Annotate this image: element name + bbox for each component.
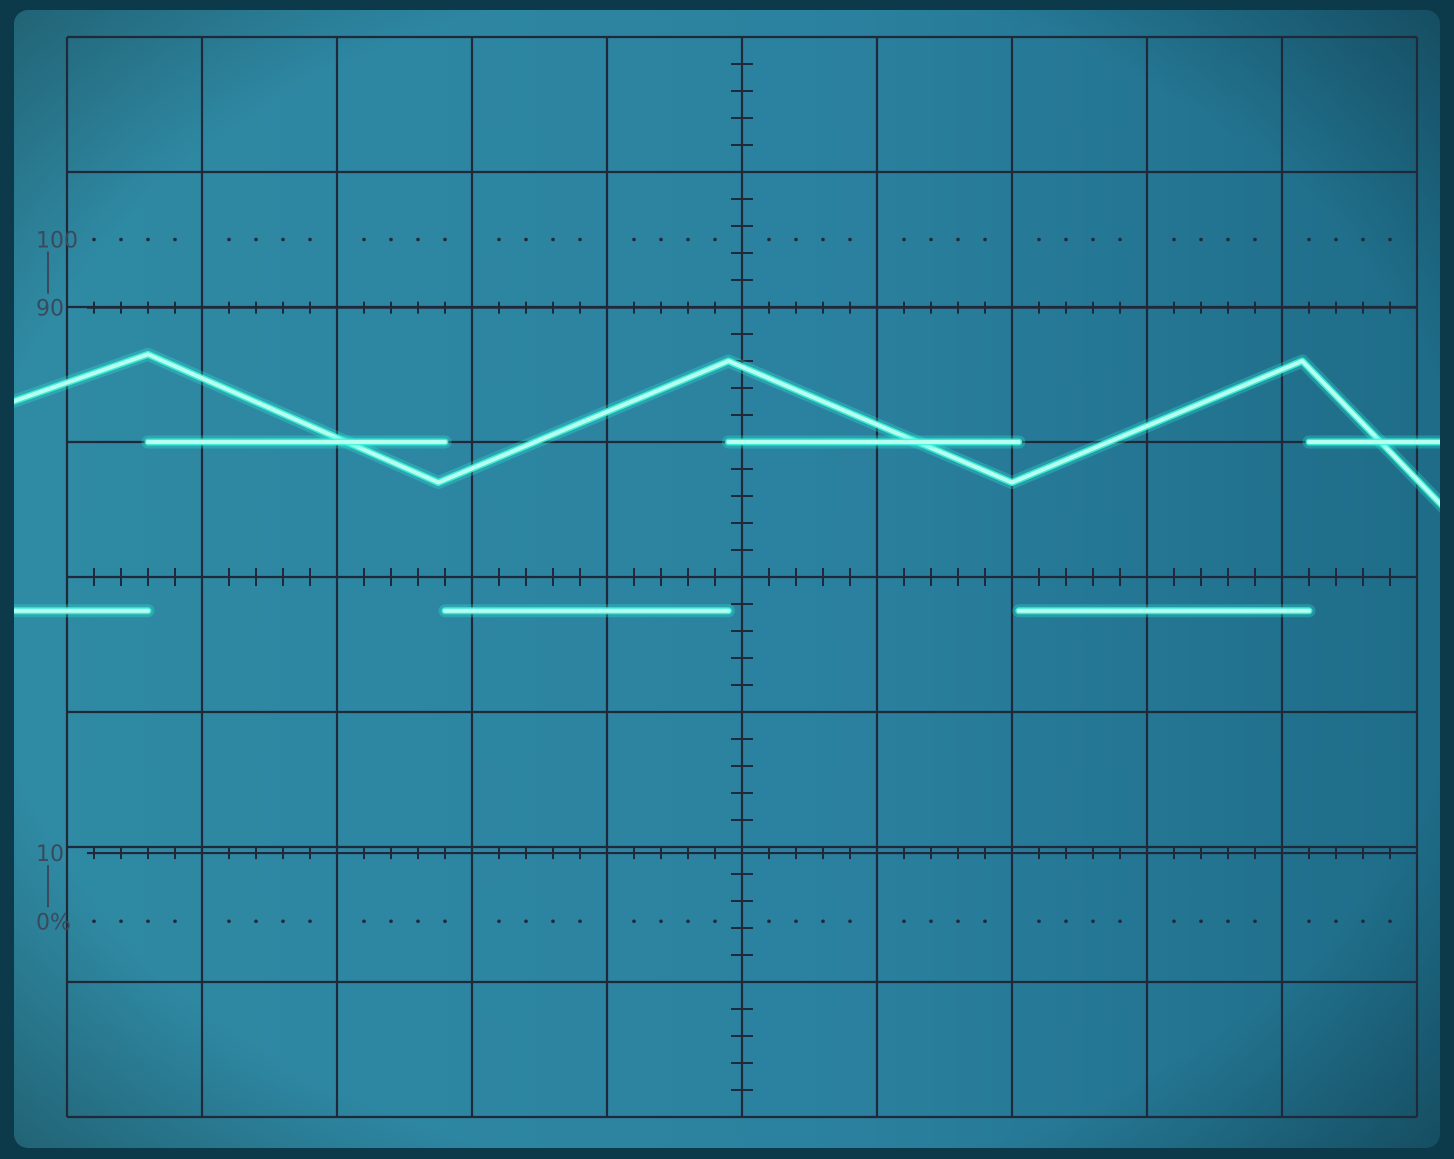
reference-dot — [902, 237, 906, 242]
reference-dot — [497, 237, 501, 242]
reference-dot — [389, 237, 393, 242]
reference-dot — [848, 237, 852, 242]
reference-dot — [1361, 919, 1365, 924]
reference-dot — [254, 919, 258, 924]
reference-dot — [1253, 237, 1257, 242]
reference-dot — [929, 919, 933, 924]
reference-dot — [119, 237, 123, 242]
reference-dot — [551, 237, 555, 242]
reference-dot — [443, 919, 447, 924]
reference-dot — [443, 237, 447, 242]
reference-dot — [767, 237, 771, 242]
reference-dot — [1064, 237, 1068, 242]
reference-dot — [389, 919, 393, 924]
reference-dot — [119, 919, 123, 924]
reference-dot — [308, 919, 312, 924]
reference-dot — [794, 237, 798, 242]
reference-dot — [308, 237, 312, 242]
reference-dot — [227, 237, 231, 242]
reference-dot — [632, 237, 636, 242]
reference-dot — [1226, 237, 1230, 242]
reference-dot — [524, 919, 528, 924]
reference-dot — [686, 919, 690, 924]
reference-dot — [173, 237, 177, 242]
reference-dot — [578, 237, 582, 242]
reference-dot — [1307, 919, 1311, 924]
reference-dot — [1091, 919, 1095, 924]
reference-dot — [659, 919, 663, 924]
reference-dot — [281, 237, 285, 242]
reference-dot — [1118, 919, 1122, 924]
reference-dot — [1118, 237, 1122, 242]
reference-dot — [227, 919, 231, 924]
reference-dot — [1226, 919, 1230, 924]
reference-dot — [497, 919, 501, 924]
reference-dot — [686, 237, 690, 242]
reference-dot — [1253, 919, 1257, 924]
reference-dot — [794, 919, 798, 924]
reference-dot — [92, 237, 96, 242]
reference-dot — [92, 919, 96, 924]
reference-dot — [1037, 919, 1041, 924]
reference-dot — [146, 237, 150, 242]
reference-dot — [1199, 919, 1203, 924]
reference-dot — [254, 237, 258, 242]
reference-dot — [713, 237, 717, 242]
reference-dot — [902, 919, 906, 924]
reference-dot — [632, 919, 636, 924]
signal-traces — [14, 347, 1440, 618]
reference-dot — [1172, 919, 1176, 924]
reference-dot — [146, 919, 150, 924]
reference-dot — [281, 919, 285, 924]
reference-dot — [551, 919, 555, 924]
reference-dot — [173, 919, 177, 924]
reference-dot — [1172, 237, 1176, 242]
rise-label-10: 10 — [36, 842, 64, 867]
reference-dot — [524, 237, 528, 242]
reference-dot — [821, 919, 825, 924]
reference-dot — [821, 237, 825, 242]
reference-dot — [1388, 919, 1392, 924]
rise-label-0: 0% — [36, 910, 71, 935]
triangle-wave-trace — [14, 352, 1440, 566]
reference-dot — [1334, 919, 1338, 924]
graticule — [65, 35, 1419, 1119]
reference-dot — [956, 919, 960, 924]
reference-dot — [362, 919, 366, 924]
reference-dot — [659, 237, 663, 242]
reference-dot — [578, 919, 582, 924]
reference-dot — [929, 237, 933, 242]
reference-dot — [983, 919, 987, 924]
reference-dot — [1064, 919, 1068, 924]
reference-dot — [713, 919, 717, 924]
rise-time-labels: 100 90 10 0% — [36, 229, 78, 936]
reference-dot — [956, 237, 960, 242]
rise-label-90: 90 — [36, 297, 64, 322]
reference-dot — [1199, 237, 1203, 242]
reference-dot — [1037, 237, 1041, 242]
reference-dot — [416, 919, 420, 924]
reference-dot — [1334, 237, 1338, 242]
reference-dot — [767, 919, 771, 924]
reference-dot — [848, 919, 852, 924]
reference-dot — [1307, 237, 1311, 242]
screen-vignette — [14, 10, 1440, 1148]
reference-dot — [1091, 237, 1095, 242]
rise-label-100: 100 — [36, 229, 78, 254]
reference-dot — [416, 237, 420, 242]
reference-dot — [1361, 237, 1365, 242]
reference-dot — [362, 237, 366, 242]
reference-dot — [983, 237, 987, 242]
reference-dot — [1388, 237, 1392, 242]
